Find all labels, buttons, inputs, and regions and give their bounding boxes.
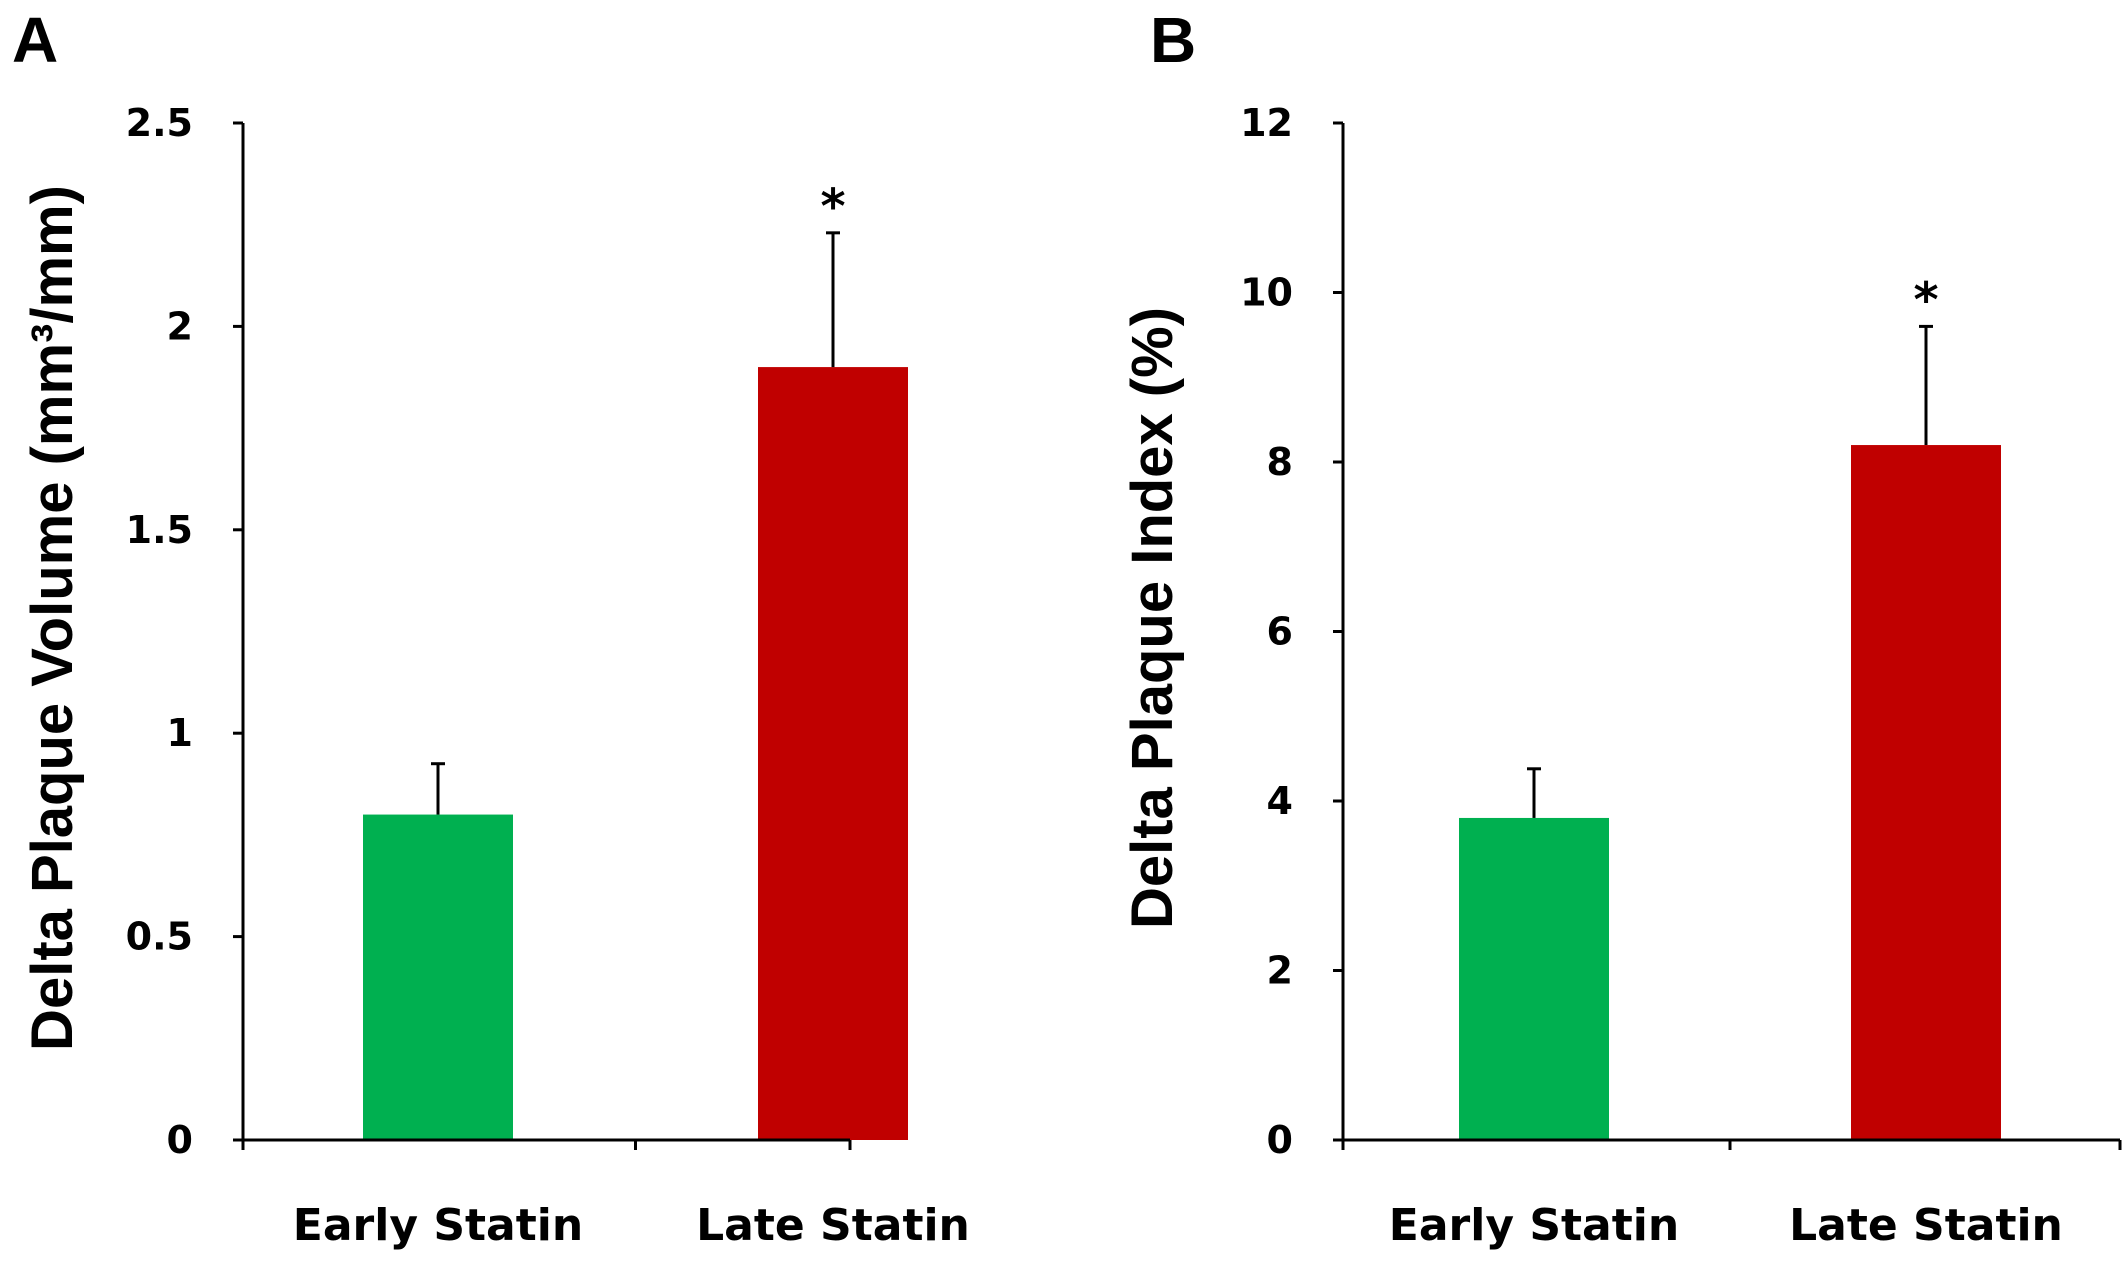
bar-a-1 <box>363 814 513 1140</box>
x-tick-label-a-2: Late Statin <box>696 1200 970 1251</box>
x-tick-label-b-1: Early Statin <box>1389 1200 1679 1251</box>
y-tick-label-b-6: 10 <box>1240 271 1293 315</box>
panel-a: A Delta Plaque Volume (mm³/mm) Early Sta… <box>12 4 970 1251</box>
chart-marks-b: Early Statin * Late Statin 0 2 4 6 8 10 12 <box>1240 101 2122 1251</box>
y-tick-label-a-6: 2.5 <box>126 101 193 145</box>
y-tick-label-a-3: 1 <box>167 711 193 755</box>
y-axis-label-b-text: Delta Plaque Index (%) <box>1120 307 1185 929</box>
significance-marker-a-2: * <box>820 179 845 235</box>
y-tick-label-a-1: 0 <box>167 1118 193 1162</box>
y-tick-label-a-5: 2 <box>167 304 193 348</box>
y-tick-label-b-2: 2 <box>1267 949 1293 993</box>
y-tick-label-a-4: 1.5 <box>126 508 193 552</box>
chart-marks-a: Early Statin * Late Statin 0 0.5 1 1.5 2 2.5 <box>126 101 970 1251</box>
y-axis-label-b: Delta Plaque Index (%) <box>1120 307 1185 929</box>
panel-label-a: A <box>12 4 58 76</box>
y-axis-label-a: Delta Plaque Volume (mm³/mm) <box>20 185 85 1051</box>
significance-marker-b-2: * <box>1913 272 1938 328</box>
y-tick-label-b-3: 4 <box>1267 779 1293 823</box>
y-tick-label-b-5: 8 <box>1267 440 1293 484</box>
y-tick-label-a-2: 0.5 <box>126 915 193 959</box>
y-axis-label-a-text: Delta Plaque Volume (mm³/mm) <box>20 185 85 1051</box>
x-tick-label-a-1: Early Statin <box>293 1200 583 1251</box>
y-tick-label-b-7: 12 <box>1240 101 1293 145</box>
bar-b-2 <box>1851 445 2001 1140</box>
panel-label-b: B <box>1150 4 1196 76</box>
y-tick-label-b-4: 6 <box>1267 610 1293 654</box>
panel-b: B Delta Plaque Index (%) Early Statin * La… <box>1120 4 2122 1251</box>
bar-a-2 <box>758 367 908 1141</box>
x-tick-label-b-2: Late Statin <box>1789 1200 2063 1251</box>
y-tick-label-b-1: 0 <box>1267 1118 1293 1162</box>
bar-b-1 <box>1459 817 1609 1140</box>
